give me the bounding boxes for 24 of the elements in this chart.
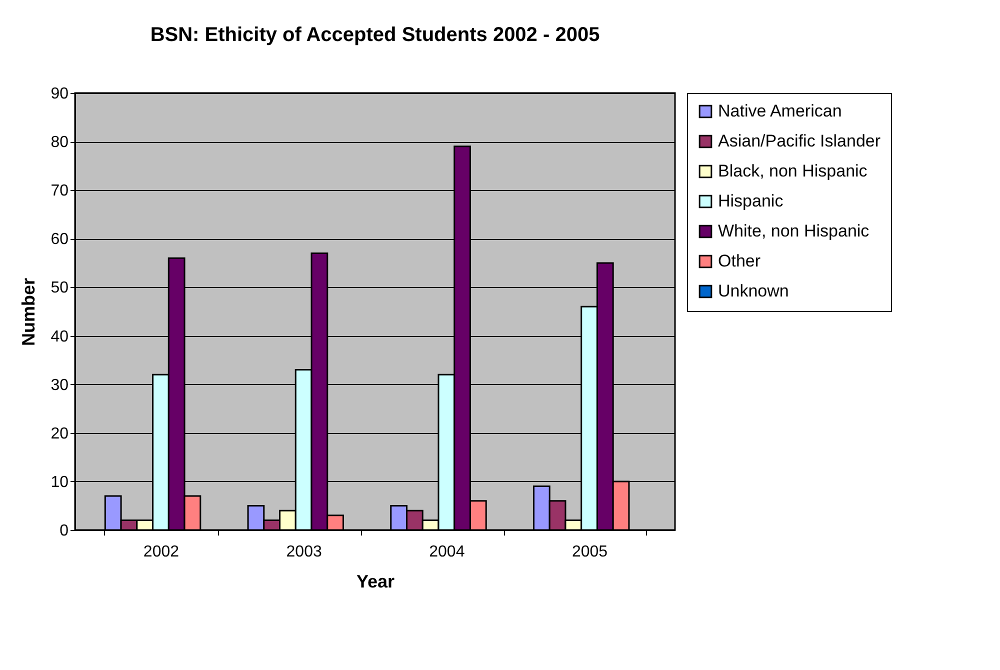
legend-label: White, non Hispanic — [718, 222, 870, 240]
x-tick-label: 2003 — [286, 544, 322, 560]
y-tick-label: 30 — [50, 376, 69, 394]
legend-label: Unknown — [718, 282, 789, 300]
y-tick-label: 60 — [50, 231, 69, 248]
y-tick-label: 70 — [50, 182, 69, 200]
x-tick-label: 2005 — [572, 544, 608, 560]
y-tick-label: 10 — [50, 474, 69, 491]
legend-label: Hispanic — [718, 192, 784, 210]
y-tick-label: 50 — [50, 280, 69, 297]
y-tick-label: 90 — [50, 86, 69, 102]
x-tick-label: 2002 — [143, 544, 180, 560]
y-axis-title: Number — [18, 278, 39, 346]
y-tick-label: 20 — [50, 425, 69, 442]
legend-label: Asian/Pacific Islander — [718, 132, 881, 150]
y-tick-label: 80 — [50, 134, 69, 152]
legend-label: Black, non Hispanic — [718, 162, 868, 180]
y-tick-label: 40 — [50, 328, 69, 346]
x-tick-label: 2004 — [429, 544, 465, 560]
y-tick-label: 0 — [60, 522, 69, 540]
x-axis-title: Year — [356, 572, 395, 592]
legend-label: Other — [718, 252, 761, 270]
chart-title: BSN: Ethicity of Accepted Students 2002 - 2005 — [150, 24, 600, 46]
legend-label: Native American — [718, 102, 842, 120]
